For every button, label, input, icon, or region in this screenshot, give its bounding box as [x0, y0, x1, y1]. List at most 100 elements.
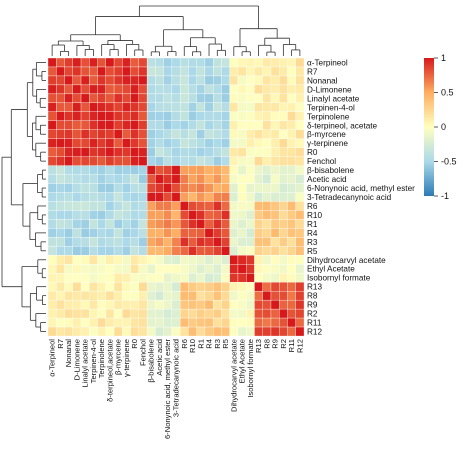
- heatmap-cell: [113, 228, 123, 238]
- heatmap-cell: [64, 111, 74, 122]
- column-label: R6: [180, 339, 189, 349]
- heatmap-cell: [179, 201, 189, 211]
- heatmap-cell: [113, 192, 123, 202]
- heatmap-cell: [122, 308, 131, 319]
- heatmap-cell: [188, 308, 197, 319]
- heatmap-cell: [237, 255, 247, 265]
- heatmap-cell: [295, 84, 305, 95]
- heatmap-cell: [138, 129, 148, 139]
- heatmap-cell: [188, 264, 197, 274]
- heatmap-cell: [270, 183, 280, 193]
- heatmap-cell: [130, 84, 140, 95]
- heatmap-cell: [254, 174, 263, 184]
- heatmap-cell: [179, 237, 189, 247]
- heatmap-cell: [287, 282, 296, 292]
- heatmap-cell: [89, 219, 98, 229]
- heatmap-cell: [279, 201, 288, 211]
- heatmap-cell: [188, 111, 197, 122]
- heatmap-cell: [188, 255, 197, 265]
- heatmap-cell: [138, 174, 148, 184]
- heatmap-cell: [155, 174, 164, 184]
- heatmap-cell: [262, 138, 272, 148]
- heatmap-cell: [212, 111, 222, 122]
- heatmap-cell: [122, 183, 131, 193]
- heatmap-cell: [246, 326, 255, 337]
- heatmap-cell: [287, 273, 296, 283]
- heatmap-cell: [188, 246, 197, 256]
- heatmap-cell: [237, 66, 247, 77]
- heatmap-cell: [229, 57, 239, 68]
- heatmap-cell: [89, 147, 98, 157]
- heatmap-cell: [163, 75, 173, 86]
- heatmap-cell: [229, 147, 239, 157]
- heatmap-cell: [254, 102, 263, 113]
- heatmap-cell: [254, 111, 263, 122]
- heatmap-cell: [47, 66, 57, 77]
- heatmap-cell: [188, 210, 197, 220]
- heatmap-cell: [196, 66, 206, 77]
- heatmap-cell: [287, 147, 296, 157]
- heatmap-cell: [254, 57, 263, 68]
- heatmap-cell: [279, 75, 288, 86]
- heatmap-cell: [72, 246, 82, 256]
- heatmap-cell: [212, 201, 222, 211]
- heatmap-cell: [155, 219, 164, 229]
- heatmap-cell: [295, 75, 305, 86]
- heatmap-cell: [64, 317, 74, 328]
- heatmap-cell: [72, 93, 82, 104]
- row-label: D-Limonene: [307, 85, 352, 94]
- heatmap-cell: [212, 129, 222, 139]
- heatmap-cell: [188, 75, 197, 86]
- row-label: Nonanal: [307, 76, 338, 85]
- heatmap-cell: [204, 326, 214, 337]
- heatmap-cell: [56, 165, 65, 175]
- heatmap-cell: [72, 165, 82, 175]
- heatmap-cell: [105, 201, 115, 211]
- heatmap-cell: [138, 246, 148, 256]
- heatmap-cell: [89, 165, 98, 175]
- heatmap-cell: [179, 308, 189, 319]
- heatmap-cell: [72, 255, 82, 265]
- heatmap-cell: [97, 183, 107, 193]
- row-label: R1: [307, 220, 318, 229]
- heatmap-cell: [105, 246, 115, 256]
- heatmap-cell: [295, 165, 305, 175]
- heatmap-cell: [221, 246, 230, 256]
- heatmap-cell: [89, 264, 98, 274]
- heatmap-cell: [287, 264, 296, 274]
- heatmap-cell: [204, 228, 214, 238]
- heatmap-cell: [221, 57, 230, 68]
- heatmap-cell: [295, 57, 305, 68]
- heatmap-cell: [196, 111, 206, 122]
- heatmap-cell: [155, 264, 164, 274]
- heatmap-cell: [163, 264, 173, 274]
- heatmap-cell: [47, 326, 57, 337]
- column-label: R3: [213, 339, 222, 349]
- heatmap-cell: [279, 138, 288, 148]
- heatmap-cell: [146, 57, 156, 68]
- heatmap-cell: [113, 138, 123, 148]
- heatmap-cell: [72, 156, 82, 166]
- heatmap-cell: [113, 299, 123, 310]
- heatmap-cell: [122, 129, 131, 139]
- heatmap-cell: [80, 228, 90, 238]
- heatmap-cell: [47, 84, 57, 95]
- heatmap-cell: [254, 66, 263, 77]
- heatmap-cell: [171, 264, 181, 274]
- row-label: R8: [307, 292, 318, 301]
- heatmap-cell: [80, 165, 90, 175]
- heatmap-cell: [254, 93, 263, 104]
- heatmap-cell: [56, 219, 65, 229]
- heatmap-cell: [56, 228, 65, 238]
- row-label: Dihydrocarvyl acetate: [307, 256, 386, 265]
- heatmap-cell: [179, 165, 189, 175]
- heatmap-cell: [212, 264, 222, 274]
- heatmap-cell: [212, 255, 222, 265]
- heatmap-cell: [295, 282, 305, 292]
- heatmap-cell: [122, 156, 131, 166]
- row-label: 6-Nonynoic acid, methyl ester: [307, 184, 415, 193]
- heatmap-cell: [270, 255, 280, 265]
- heatmap-cell: [237, 138, 247, 148]
- heatmap-cell: [97, 308, 107, 319]
- heatmap-cell: [287, 129, 296, 139]
